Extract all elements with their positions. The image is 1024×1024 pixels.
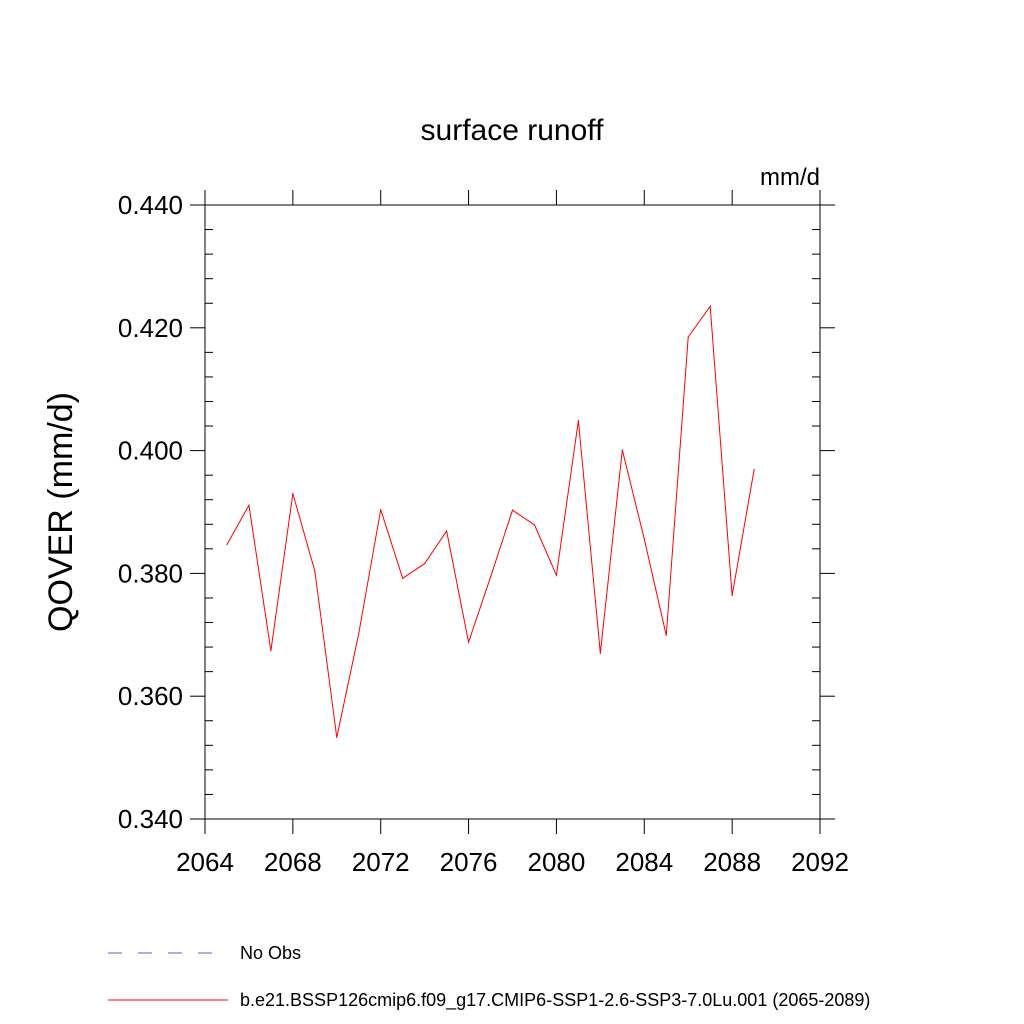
legend: No Obs b.e21.BSSP126cmip6.f09_g17.CMIP6-S… [108, 943, 870, 1011]
data-point [380, 508, 382, 511]
data-point [599, 652, 601, 654]
plot-frame [204, 204, 821, 820]
y-tick-label: 0.440 [118, 190, 183, 220]
data-point [336, 736, 338, 738]
data-point [555, 574, 558, 576]
legend-label-1: b.e21.BSSP126cmip6.f09_g17.CMIP6-SSP1-2.… [240, 990, 870, 1011]
x-tick-label: 2080 [528, 847, 586, 877]
data-point [314, 570, 316, 572]
chart-title: surface runoff [421, 114, 605, 147]
data-point [467, 641, 470, 643]
x-tick-label: 2064 [176, 847, 234, 877]
data-point [731, 594, 733, 597]
y-tick-label: 0.340 [118, 804, 183, 834]
series-line-0 [226, 304, 755, 738]
x-tick-label: 2068 [264, 847, 322, 877]
data-point [643, 538, 645, 540]
data-point [402, 577, 404, 579]
x-tick-label: 2072 [352, 847, 410, 877]
data-point [533, 524, 536, 526]
data-point [424, 562, 426, 565]
data-point [248, 504, 250, 506]
data-point [511, 509, 514, 511]
data-point [489, 576, 492, 578]
axis-ticks: 2064 2068 2072 2076 2080 2084 2088 2092 0.340 0.3… [118, 190, 849, 877]
data-point [270, 650, 272, 652]
y-tick-label: 0.360 [118, 681, 183, 711]
data-point [226, 543, 228, 546]
data-point [292, 492, 294, 495]
y-tick-label: 0.400 [118, 436, 183, 466]
data-point [621, 449, 623, 451]
data-point [753, 469, 755, 471]
data-point [446, 530, 448, 532]
units-label: mm/d [760, 164, 820, 191]
x-tick-label: 2084 [615, 847, 673, 877]
data-point [709, 305, 711, 307]
legend-label-0: No Obs [240, 943, 301, 963]
series-group [226, 304, 755, 738]
x-tick-label: 2088 [703, 847, 761, 877]
data-point [358, 632, 360, 635]
data-point [665, 634, 667, 637]
x-tick-label: 2076 [440, 847, 498, 877]
y-tick-label: 0.420 [118, 313, 183, 343]
y-tick-label: 0.380 [118, 558, 183, 588]
x-tick-label: 2092 [791, 847, 849, 877]
data-point [687, 336, 689, 338]
y-axis-label: QOVER (mm/d) [42, 392, 80, 632]
data-point [577, 419, 579, 422]
